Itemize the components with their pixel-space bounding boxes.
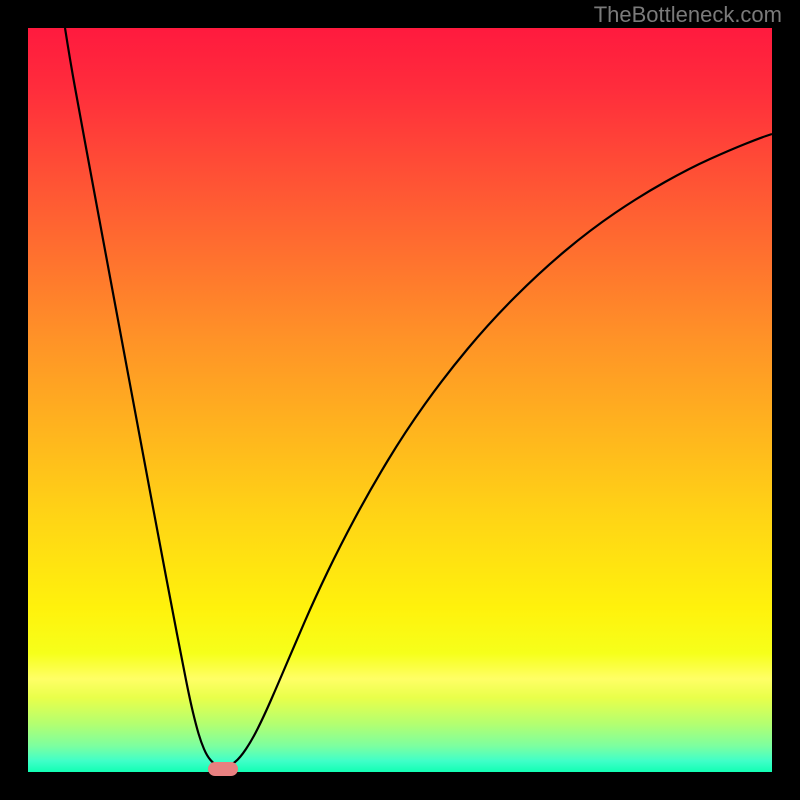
watermark-text: TheBottleneck.com — [594, 2, 782, 28]
plot-area — [28, 28, 772, 772]
optimal-marker — [208, 762, 238, 776]
chart-container: TheBottleneck.com — [0, 0, 800, 800]
bottleneck-curve — [28, 28, 772, 772]
